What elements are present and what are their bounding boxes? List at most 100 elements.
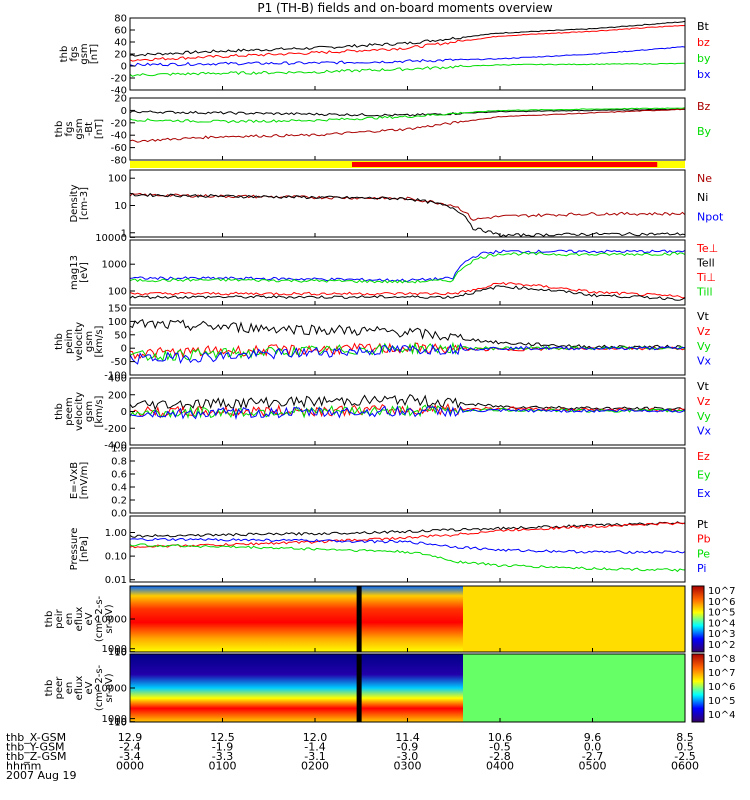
fgs-ytick-label: 80 xyxy=(114,14,127,25)
peir-ytick-label: 1000 xyxy=(102,644,127,655)
fgs-dsl-ylabel: -Bt xyxy=(84,122,95,136)
peim-vel-ytick-label: -50 xyxy=(111,357,127,368)
pressure-series-pi xyxy=(130,537,685,554)
efield-ytick-label: 0.0 xyxy=(111,509,127,520)
peer-ytick-label: 10 xyxy=(114,717,127,728)
temp-series-tell xyxy=(130,285,685,301)
temp-legend-item: Tell xyxy=(696,256,715,269)
fgs-legend-item: Bt xyxy=(697,20,710,33)
density-frame xyxy=(129,169,686,238)
peim-vel-ytick-label: 50 xyxy=(114,330,127,341)
peim-vel-ylabel: thb xyxy=(54,333,65,350)
efield-ylabel: E=-VxB xyxy=(69,462,80,499)
peim-vel-ylabel: [km/s] xyxy=(94,325,105,357)
footer-y-value: 0.0 xyxy=(584,741,602,754)
peer-spectrogram-before xyxy=(130,654,463,722)
footer-y-value: 0.5 xyxy=(676,741,694,754)
peer-colorbar-label: 10^4 xyxy=(708,710,735,721)
peir-colorbar-label: 10^2 xyxy=(708,640,735,651)
fgs-dsl-ylabel: [nT] xyxy=(94,119,105,139)
efield-ytick-label: 0.8 xyxy=(111,457,127,468)
peim-vel-legend-item: Vt xyxy=(697,310,710,323)
fgs-dsl-ytick-label: -20 xyxy=(111,118,127,129)
footer-z-value: -3.3 xyxy=(212,750,233,763)
pressure-legend-item: Pt xyxy=(697,518,709,531)
peer-colorbar xyxy=(691,653,705,723)
peem-vel-ylabel: gsm xyxy=(84,401,95,422)
panel-density: 100 10 1 Density [cm-3] Ne Ni Npot xyxy=(69,169,724,239)
peir-ylabel: eflux xyxy=(74,607,85,632)
peir-colorbar-label: 10^5 xyxy=(708,608,735,619)
footer-x-value: 12.9 xyxy=(118,731,143,744)
panel-pressure-data xyxy=(130,521,685,573)
fgs-series-bz xyxy=(130,24,685,62)
peir-ylabel: peir xyxy=(54,608,65,628)
peer-spectrogram-after xyxy=(463,654,685,722)
density-ylabel: [cm-3] xyxy=(79,187,90,220)
peim-vel-series-vx xyxy=(130,342,685,365)
peim-vel-legend-item: Vz xyxy=(697,325,711,338)
footer-z-value: -2.5 xyxy=(674,750,695,763)
panel-fgs-dsl-data xyxy=(130,107,685,143)
temp-ylabel: [eV] xyxy=(79,262,90,283)
peer-ytick-label: 100 xyxy=(108,717,127,728)
peer-ylabel: en xyxy=(64,682,75,695)
peim-vel-ytick-label: 100 xyxy=(108,317,127,328)
footer-t-value: 0000 xyxy=(116,760,144,773)
fgs-dsl-series-bz xyxy=(130,108,685,143)
temp-legend-item: Till xyxy=(696,285,713,298)
peir-ylabel: en xyxy=(64,613,75,626)
peim-vel-legend-item: Vy xyxy=(697,340,711,353)
peer-ylabel: eflux xyxy=(74,676,85,701)
fgs-ylabel: gsm xyxy=(79,43,90,64)
peir-ytick-label: 10 xyxy=(114,647,127,658)
peem-vel-series-vx xyxy=(130,405,685,421)
peim-vel-frame xyxy=(129,307,686,376)
peim-vel-ytick-label: -100 xyxy=(104,371,127,382)
peim-vel-ytick-label: 0 xyxy=(121,344,127,355)
peer-ylabel: sr-eV) xyxy=(104,673,115,702)
footer-z-value: -2.7 xyxy=(582,750,603,763)
fgs-dsl-ylabel: gsm xyxy=(74,118,85,139)
panel-temp: 10000 1000 100 mag13 [eV] Te⊥Tell Ti⊥Till xyxy=(69,233,718,306)
footer-z-value: -2.8 xyxy=(489,750,510,763)
panel-peim-vel-data xyxy=(130,319,685,365)
footer-t-value: 0300 xyxy=(394,760,422,773)
temp-series-till xyxy=(130,251,685,284)
peer-ylabel: thb xyxy=(44,680,55,697)
density-ytick-label: 10 xyxy=(114,201,127,212)
region-bar-red xyxy=(352,162,658,167)
fgs-dsl-ytick-label: -40 xyxy=(111,131,127,142)
peer-data-gap xyxy=(356,654,362,722)
efield-ytick-label: 1.0 xyxy=(111,444,127,455)
pressure-series-pt xyxy=(130,521,685,538)
peim-vel-ytick-label: 150 xyxy=(108,304,127,315)
density-ytick-label: 100 xyxy=(108,174,127,185)
peer-colorbar-label: 10^7 xyxy=(708,668,735,679)
density-legend-item: Npot xyxy=(697,210,724,223)
fgs-dsl-ytick-label: -80 xyxy=(111,156,127,167)
peir-colorbar xyxy=(691,585,705,653)
peem-vel-ylabel: velocity xyxy=(74,392,85,431)
temp-ytick-label: 100 xyxy=(108,286,127,297)
pressure-ytick-label: 0.10 xyxy=(105,552,127,563)
footer-x-value: 12.5 xyxy=(210,731,235,744)
peir-colorbar-label: 10^7 xyxy=(708,586,735,597)
peer-ytick-label: 1000 xyxy=(102,714,127,725)
peir-colorbar-label: 10^6 xyxy=(708,597,735,608)
peir-colorbar-label: 10^4 xyxy=(708,618,735,629)
fgs-dsl-legend-item: Bz xyxy=(697,100,711,113)
footer-y-value: -2.4 xyxy=(119,741,140,754)
peir-spectrogram-after xyxy=(463,586,685,652)
peir-ylabel: eV xyxy=(84,612,95,625)
footer-t-value: 0400 xyxy=(486,760,514,773)
panel-fgs-dsl: 200-20 -40-60 -80 thb fgs gsm -Bt [nT] Bz By xyxy=(54,94,712,167)
panel-peim-vel: 150 100 50 0 -50 -100 thb peim velocity gsm [km/s]… xyxy=(54,304,712,382)
peem-vel-ytick-label: 200 xyxy=(108,390,127,401)
fgs-dsl-legend-item: By xyxy=(697,125,712,138)
